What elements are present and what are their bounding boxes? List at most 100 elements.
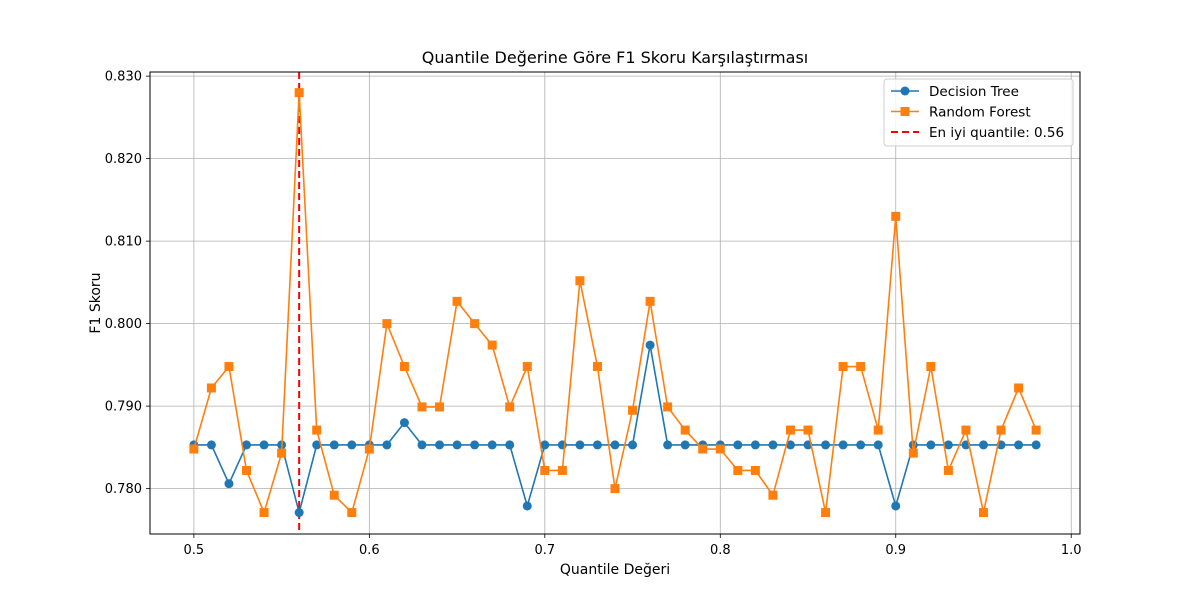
data-point	[768, 440, 778, 450]
data-point	[856, 362, 866, 372]
data-point	[803, 425, 813, 435]
x-tick-label: 0.9	[885, 543, 906, 558]
data-point	[680, 425, 690, 435]
data-point	[347, 508, 357, 518]
y-tick-label: 0.810	[105, 235, 142, 250]
data-point	[628, 405, 638, 415]
data-point	[540, 465, 550, 475]
data-point	[610, 484, 620, 494]
data-point	[382, 319, 392, 329]
data-point	[610, 440, 620, 450]
data-point	[417, 440, 427, 450]
y-tick-label: 0.800	[105, 317, 142, 332]
data-point	[452, 296, 462, 306]
y-axis-label: F1 Skoru	[88, 272, 104, 333]
data-point	[663, 402, 673, 412]
data-point	[1031, 440, 1041, 450]
data-point	[259, 440, 269, 450]
legend-marker	[900, 86, 910, 96]
data-point	[417, 402, 427, 412]
data-point	[487, 440, 497, 450]
data-point	[821, 440, 831, 450]
data-point	[943, 465, 953, 475]
legend-entry: Random Forest	[891, 105, 1031, 121]
data-point	[680, 440, 690, 450]
x-axis-ticks: 0.5 0.6 0.7 0.8 0.9 1.0	[184, 534, 1082, 558]
data-point	[592, 362, 602, 372]
data-point	[329, 440, 339, 450]
data-point	[470, 440, 480, 450]
data-point	[575, 440, 585, 450]
data-point	[470, 319, 480, 329]
data-point	[399, 362, 409, 372]
data-point	[522, 501, 532, 511]
data-point	[663, 440, 673, 450]
y-tick-label: 0.780	[105, 482, 142, 497]
data-point	[1014, 440, 1024, 450]
legend: Decision Tree Random Forest En iyi quantil…	[883, 78, 1074, 147]
data-point	[943, 440, 953, 450]
legend-entry: Decision Tree	[891, 84, 1019, 100]
data-point	[785, 425, 795, 435]
data-point	[838, 440, 848, 450]
data-point	[487, 340, 497, 350]
data-point	[750, 440, 760, 450]
legend-label: Random Forest	[929, 105, 1031, 121]
legend-label: Decision Tree	[929, 84, 1019, 100]
data-point	[575, 276, 585, 286]
data-point	[259, 508, 269, 518]
data-point	[206, 440, 216, 450]
y-tick-label: 0.790	[105, 400, 142, 415]
data-point	[557, 465, 567, 475]
y-axis-ticks: 0.780 0.790 0.800 0.810 0.820 0.830	[105, 70, 150, 497]
data-point	[364, 444, 374, 454]
data-point	[312, 440, 322, 450]
data-point	[540, 440, 550, 450]
data-point	[978, 508, 988, 518]
data-point	[628, 440, 638, 450]
data-point	[382, 440, 392, 450]
series-group	[189, 88, 1041, 518]
data-point	[961, 425, 971, 435]
data-point	[505, 440, 515, 450]
y-tick-label: 0.820	[105, 152, 142, 167]
x-tick-label: 1.0	[1061, 543, 1082, 558]
data-point	[908, 448, 918, 458]
data-point	[856, 440, 866, 450]
data-point	[435, 440, 445, 450]
data-point	[522, 362, 532, 372]
data-point	[329, 490, 339, 500]
data-point	[1031, 425, 1041, 435]
x-tick-label: 0.5	[184, 543, 205, 558]
data-point	[891, 501, 901, 511]
data-point	[698, 444, 708, 454]
x-tick-label: 0.6	[359, 543, 380, 558]
data-point	[873, 425, 883, 435]
series-decision-tree	[189, 340, 1041, 518]
legend-entry: En iyi quantile: 0.56	[891, 125, 1064, 141]
x-axis-label: Quantile Değeri	[560, 562, 670, 578]
data-point	[821, 508, 831, 518]
data-point	[312, 425, 322, 435]
legend-box	[883, 78, 1074, 147]
chart-title: Quantile Değerine Göre F1 Skoru Karşılaş…	[422, 48, 808, 67]
data-point	[242, 465, 252, 475]
data-point	[715, 444, 725, 454]
data-point	[206, 383, 216, 393]
grid-lines	[150, 72, 1080, 534]
y-tick-label: 0.830	[105, 70, 142, 85]
data-point	[224, 362, 234, 372]
data-point	[996, 425, 1006, 435]
data-point	[768, 490, 778, 500]
data-point	[873, 440, 883, 450]
data-point	[978, 440, 988, 450]
data-point	[750, 465, 760, 475]
x-tick-label: 0.7	[534, 543, 555, 558]
legend-marker	[900, 107, 910, 116]
data-point	[224, 479, 234, 489]
data-point	[645, 296, 655, 306]
data-point	[452, 440, 462, 450]
data-point	[435, 402, 445, 412]
legend-label: En iyi quantile: 0.56	[929, 125, 1064, 141]
